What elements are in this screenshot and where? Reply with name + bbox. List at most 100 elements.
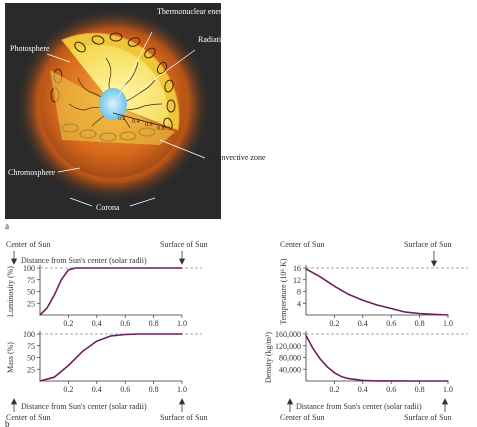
- left-axis-caption-bottom: Distance from Sun's center (solar radii): [21, 402, 147, 411]
- data-point: [333, 372, 335, 374]
- data-point: [376, 380, 378, 382]
- y-tick-label: 160,000: [275, 330, 301, 339]
- series-line: [305, 268, 449, 316]
- left-surface-label-top: Surface of Sun: [160, 240, 208, 249]
- data-point: [60, 279, 62, 281]
- data-point: [96, 340, 98, 342]
- data-point: [39, 380, 41, 382]
- data-point: [312, 348, 314, 350]
- x-tick-label: 0.6: [120, 385, 130, 394]
- right-surface-label-bottom: Surface of Sun: [404, 413, 452, 422]
- data-point: [419, 312, 421, 315]
- x-tick-label: 0.4: [92, 319, 102, 328]
- x-tick-label: 0.4: [358, 319, 368, 328]
- right-axis-caption-bottom: Distance from Sun's center (solar radii): [296, 402, 422, 411]
- y-axis-label: Temperature (10⁶ K): [279, 258, 288, 325]
- data-point: [340, 375, 343, 378]
- y-tick-label: 25: [27, 365, 35, 374]
- x-tick-label: 0.2: [63, 385, 73, 394]
- data-point: [319, 358, 321, 360]
- data-point: [333, 285, 335, 287]
- x-tick-label: 0.2: [329, 319, 339, 328]
- x-tick-label: 0.6: [386, 385, 396, 394]
- label-radiative-zone: Radiative zone: [198, 35, 246, 44]
- y-tick-label: 50: [27, 288, 35, 297]
- x-tick-label: 1.0: [177, 319, 187, 328]
- y-tick-label: 40,000: [279, 365, 301, 374]
- y-tick-label: 16: [293, 264, 301, 273]
- data-point: [138, 333, 140, 335]
- y-tick-label: 25: [27, 299, 35, 308]
- data-point: [447, 314, 449, 316]
- series-line: [39, 267, 182, 316]
- data-point: [305, 268, 307, 270]
- data-point: [319, 276, 321, 278]
- y-tick-label: 80,000: [279, 354, 301, 363]
- data-point: [53, 294, 55, 296]
- data-point: [53, 376, 55, 378]
- y-axis-label: Luminosity (%): [6, 266, 15, 317]
- y-tick-label: 75: [27, 342, 35, 351]
- label-convective-zone: Convective zone: [212, 153, 266, 162]
- data-point: [390, 307, 392, 310]
- data-point: [376, 304, 378, 306]
- chart-0: 25 50 75 100 0.2 0.4 0.6 0.8 1.0 Luminosity (%): [6, 264, 202, 328]
- x-tick-label: 0.8: [415, 385, 425, 394]
- label-corona: Corona: [96, 203, 120, 212]
- data-point: [404, 311, 406, 313]
- label-thermonuclear-core: Thermonuclear energy core: [157, 7, 246, 16]
- data-point: [124, 267, 126, 269]
- data-point: [67, 364, 69, 367]
- chart-3: 40,000 80,000 120,000 160,000 0.2 0.4 0.6 0.8 1.…: [264, 330, 468, 394]
- y-tick-label: 100: [23, 330, 35, 339]
- radius-mark-0.6: 0.6: [145, 122, 153, 128]
- x-tick-label: 0.4: [358, 385, 368, 394]
- indicator-arrows: [10, 251, 449, 412]
- radius-mark-0.4: 0.4: [132, 119, 140, 125]
- data-point: [181, 267, 183, 269]
- data-point: [326, 366, 328, 368]
- data-point: [390, 380, 392, 382]
- data-point: [67, 269, 69, 271]
- sun-cutaway-illustration: 0.2 0.4 0.6 0.8 Thermonuclear energy cor…: [5, 3, 266, 231]
- y-tick-label: 4: [297, 299, 301, 308]
- data-point: [153, 267, 155, 269]
- y-tick-label: 50: [27, 354, 35, 363]
- data-point: [447, 380, 449, 382]
- data-point: [82, 350, 84, 352]
- y-tick-label: 120,000: [275, 342, 301, 351]
- left-center-label-top: Center of Sun: [6, 240, 50, 249]
- panel-b-labels: Center of Sun Surface of Sun Distance fr…: [5, 240, 452, 427]
- data-point: [362, 299, 364, 301]
- data-point: [348, 293, 350, 296]
- right-surface-label-top: Surface of Sun: [404, 240, 452, 249]
- left-center-label-bottom: Center of Sun: [6, 413, 50, 422]
- y-tick-label: 12: [293, 276, 301, 285]
- label-core-text: Thermonuclear energy core: [157, 7, 246, 16]
- series-line: [305, 335, 448, 382]
- series-line: [39, 333, 182, 382]
- data-point: [419, 380, 421, 382]
- radius-scale-line: [112, 112, 171, 129]
- profile-charts: 25 50 75 100 0.2 0.4 0.6 0.8 1.0 Luminosity (%) 25…: [6, 258, 468, 394]
- radius-mark-0.2: 0.2: [118, 116, 126, 122]
- data-point: [74, 267, 77, 269]
- x-tick-label: 0.8: [149, 385, 159, 394]
- y-axis-label: Mass (%): [6, 342, 15, 373]
- x-tick-label: 0.8: [415, 319, 425, 328]
- data-point: [82, 267, 84, 269]
- x-tick-label: 0.4: [92, 385, 102, 394]
- data-point: [96, 267, 98, 269]
- x-tick-label: 1.0: [443, 319, 453, 328]
- data-point: [362, 379, 364, 382]
- x-tick-label: 1.0: [443, 385, 453, 394]
- x-tick-label: 0.8: [149, 319, 159, 328]
- annotation-leaders: [46, 31, 206, 207]
- right-center-label-top: Center of Sun: [280, 240, 324, 249]
- x-tick-label: 0.2: [63, 319, 73, 328]
- data-point: [39, 314, 41, 316]
- x-tick-label: 0.6: [386, 319, 396, 328]
- label-photosphere: Photosphere: [10, 44, 50, 53]
- core-blob: [99, 88, 127, 120]
